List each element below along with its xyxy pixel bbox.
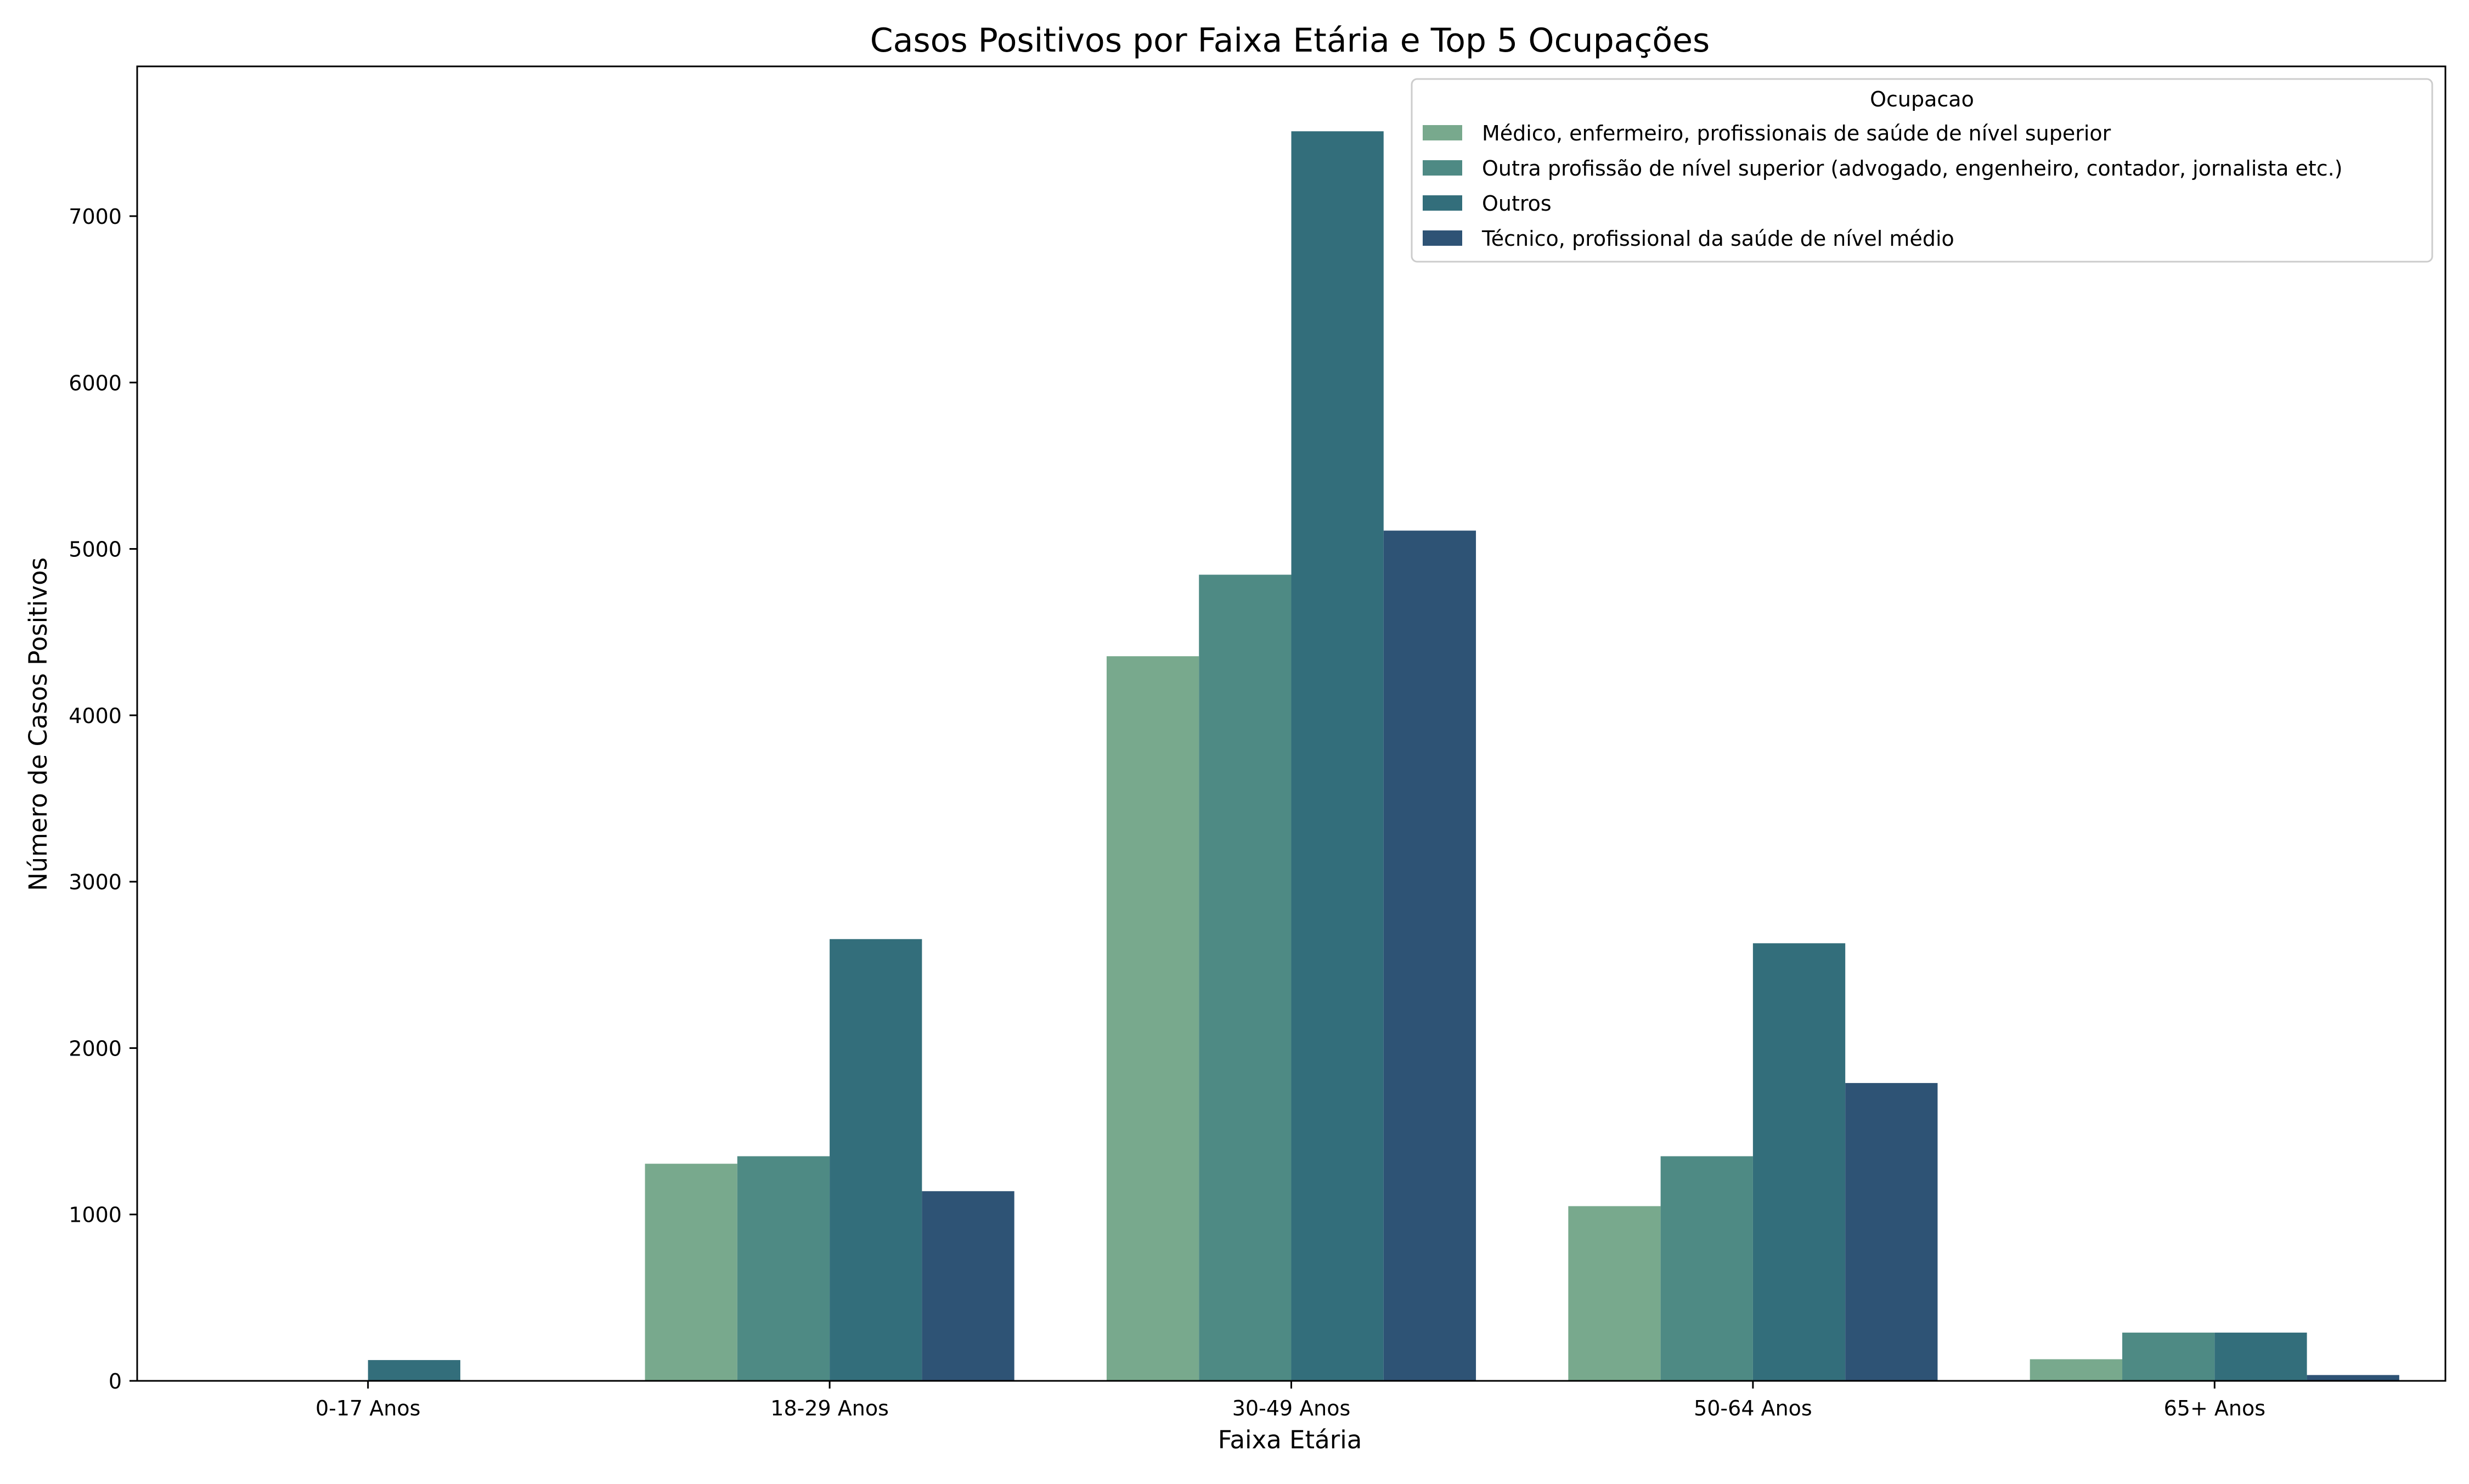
- bar: [1845, 1083, 1938, 1381]
- legend-entry-label: Outra profissão de nível superior (advog…: [1482, 156, 2343, 180]
- y-tick-label: 1000: [69, 1203, 122, 1227]
- legend-swatch: [1423, 195, 1462, 211]
- x-tick-label: 65+ Anos: [2164, 1396, 2265, 1420]
- y-tick-label: 3000: [69, 870, 122, 894]
- x-tick-label: 50-64 Anos: [1694, 1396, 1812, 1420]
- bar: [2030, 1359, 2123, 1381]
- y-tick-label: 6000: [69, 371, 122, 395]
- bar: [1568, 1206, 1661, 1381]
- bar: [2122, 1333, 2215, 1381]
- x-tick-label: 18-29 Anos: [770, 1396, 889, 1420]
- y-tick-label: 0: [109, 1369, 122, 1393]
- x-axis-label: Faixa Etária: [1218, 1425, 1362, 1454]
- legend-box: [1411, 78, 2433, 263]
- legend: Ocupacao Médico, enfermeiro, profissionai…: [1411, 78, 2433, 263]
- bar: [1752, 943, 1846, 1381]
- legend-swatch: [1423, 230, 1462, 246]
- bar: [1106, 656, 1199, 1381]
- bar: [2214, 1333, 2307, 1381]
- bar: [2307, 1375, 2399, 1381]
- legend-title: Ocupacao: [1870, 87, 1974, 111]
- y-tick-label: 2000: [69, 1036, 122, 1060]
- bar: [1199, 574, 1292, 1381]
- x-tick-label: 30-49 Anos: [1232, 1396, 1351, 1420]
- bar: [1291, 131, 1384, 1381]
- legend-entry-label: Técnico, profissional da saúde de nível …: [1481, 227, 1954, 251]
- y-axis-label: Número de Casos Positivos: [24, 557, 53, 891]
- legend-swatch: [1423, 160, 1462, 176]
- legend-swatch: [1423, 125, 1462, 140]
- y-tick-label: 5000: [69, 538, 122, 562]
- y-tick-label: 4000: [69, 704, 122, 728]
- bar: [737, 1156, 830, 1381]
- bar: [922, 1191, 1014, 1381]
- legend-entry-label: Outros: [1482, 191, 1552, 216]
- bar: [368, 1360, 460, 1381]
- y-tick-label: 7000: [69, 205, 122, 229]
- legend-entry-label: Médico, enfermeiro, profissionais de saú…: [1482, 121, 2111, 145]
- bar: [830, 939, 922, 1381]
- bar: [1660, 1156, 1753, 1381]
- chart-title: Casos Positivos por Faixa Etária e Top 5…: [870, 21, 1710, 60]
- bar: [1383, 531, 1476, 1381]
- x-tick-label: 0-17 Anos: [315, 1396, 420, 1420]
- bar: [645, 1164, 737, 1381]
